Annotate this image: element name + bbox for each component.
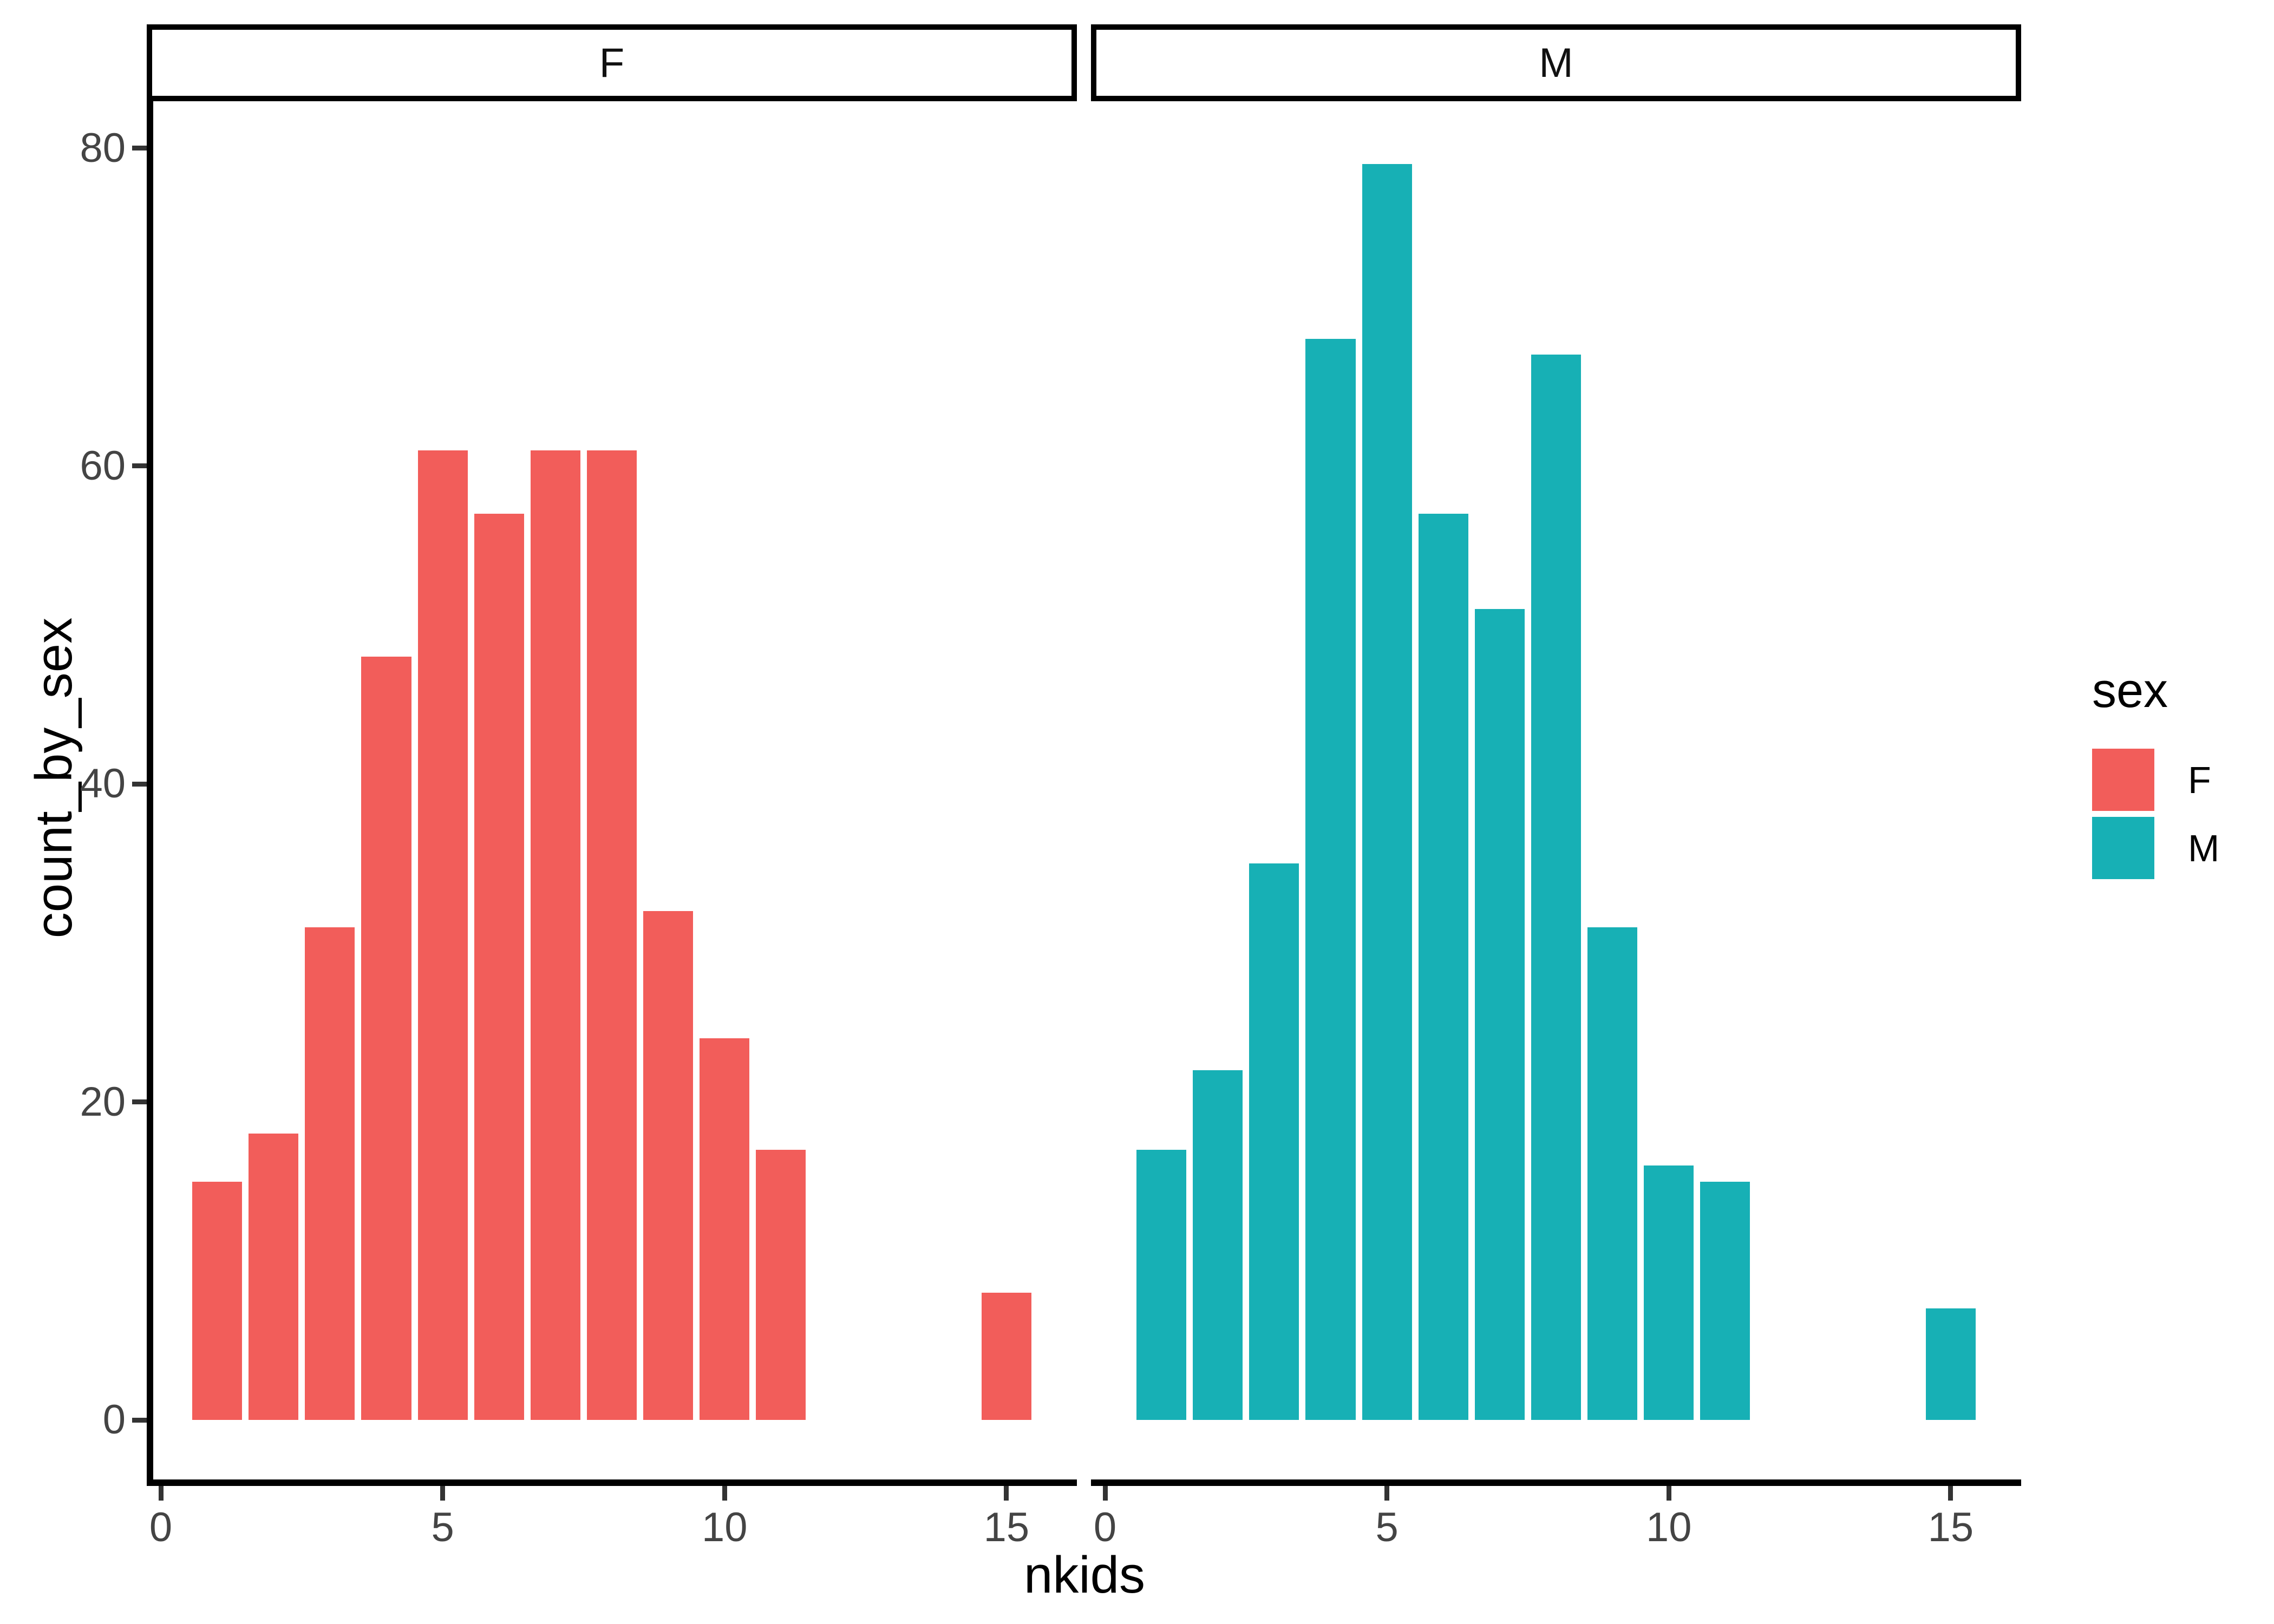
y-tick-0	[132, 1417, 147, 1423]
histogram-bar-F-x1	[192, 1181, 243, 1420]
y-tick-20	[132, 1099, 147, 1105]
y-tick-label-80: 80	[80, 125, 126, 171]
x-tick-M-15	[1948, 1486, 1953, 1501]
y-tick-label-0: 0	[102, 1397, 126, 1443]
x-tick-label-M-10: 10	[1645, 1504, 1692, 1550]
histogram-bar-F-x5	[417, 450, 468, 1420]
histogram-bar-M-x7	[1474, 609, 1525, 1420]
x-tick-F-10	[722, 1486, 727, 1501]
histogram-bar-M-x6	[1418, 514, 1468, 1420]
y-tick-40	[132, 781, 147, 787]
x-axis-line-F	[147, 1479, 1077, 1486]
histogram-bar-M-x11	[1700, 1181, 1750, 1420]
histogram-bar-F-x6	[474, 514, 524, 1420]
y-tick-label-60: 60	[80, 442, 126, 489]
facet-panel-F	[147, 101, 1077, 1483]
histogram-bar-M-x2	[1193, 1070, 1243, 1420]
histogram-bar-F-x11	[756, 1149, 806, 1420]
histogram-bar-M-x4	[1305, 339, 1356, 1420]
legend-title: sex	[2092, 664, 2168, 718]
histogram-bar-M-x5	[1362, 164, 1412, 1420]
y-tick-80	[132, 146, 147, 151]
y-tick-label-40: 40	[80, 761, 126, 807]
x-tick-M-5	[1384, 1486, 1390, 1501]
x-axis-title: nkids	[1023, 1546, 1146, 1604]
histogram-bar-F-x3	[305, 927, 355, 1420]
histogram-bar-M-x8	[1531, 355, 1582, 1420]
x-tick-M-0	[1102, 1486, 1108, 1501]
histogram-bar-M-x1	[1136, 1149, 1187, 1420]
legend-key-swatch-F	[2092, 749, 2154, 811]
legend-label: M	[2188, 827, 2220, 869]
y-tick-60	[132, 463, 147, 469]
x-tick-label-F-0: 0	[149, 1504, 173, 1550]
x-tick-M-10	[1666, 1486, 1671, 1501]
facet-panel-M	[1091, 101, 2021, 1483]
histogram-bar-M-x3	[1249, 863, 1299, 1420]
facet-strip-label: F	[599, 40, 625, 86]
histogram-bar-M-x10	[1644, 1165, 1694, 1420]
x-tick-F-15	[1004, 1486, 1009, 1501]
x-tick-label-F-15: 15	[983, 1504, 1030, 1550]
facet-strip-M: M	[1091, 24, 2021, 101]
legend-label: F	[2188, 758, 2211, 801]
x-tick-F-0	[158, 1486, 164, 1501]
legend-entry-M: M	[2092, 817, 2219, 879]
x-tick-label-M-15: 15	[1927, 1504, 1974, 1550]
x-axis-line-M	[1091, 1479, 2021, 1486]
x-tick-label-F-5: 5	[431, 1504, 454, 1550]
histogram-bar-F-x10	[700, 1038, 750, 1420]
histogram-bar-F-x4	[361, 657, 411, 1420]
histogram-bar-F-x8	[586, 450, 637, 1420]
histogram-bar-M-x15	[1925, 1308, 1976, 1420]
histogram-bar-F-x2	[249, 1134, 299, 1420]
x-tick-label-M-0: 0	[1093, 1504, 1117, 1550]
x-tick-label-F-10: 10	[701, 1504, 748, 1550]
legend-entry-F: F	[2092, 749, 2219, 811]
histogram-bar-F-x7	[530, 450, 580, 1420]
y-tick-label-20: 20	[80, 1078, 126, 1125]
y-axis-line	[147, 101, 153, 1486]
x-tick-F-5	[440, 1486, 446, 1501]
histogram-bar-F-x9	[643, 911, 694, 1420]
facet-strip-F: F	[147, 24, 1077, 101]
histogram-bar-M-x9	[1587, 927, 1638, 1420]
histogram-bar-F-x15	[981, 1293, 1031, 1420]
x-tick-label-M-5: 5	[1375, 1504, 1399, 1550]
facet-strip-label: M	[1539, 40, 1573, 86]
legend-key-swatch-M	[2092, 817, 2154, 879]
